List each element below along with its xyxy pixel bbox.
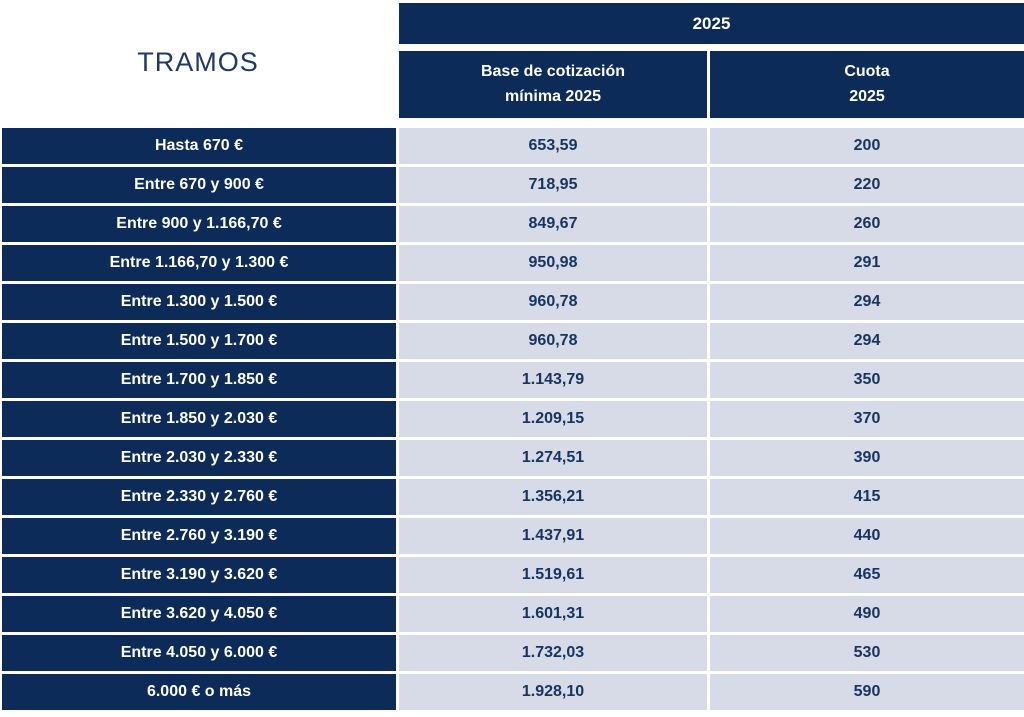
table-row: Entre 670 y 900 € 718,95 220 [0,167,1024,203]
base-cell: 1.274,51 [399,440,707,476]
tramo-cell: Hasta 670 € [2,128,396,164]
cuota-cell: 415 [710,479,1024,515]
cuota-cell: 200 [710,128,1024,164]
cuota-cell: 294 [710,284,1024,320]
tramo-cell: Entre 4.050 y 6.000 € [2,635,396,671]
cuota-cell: 291 [710,245,1024,281]
tramo-cell: Entre 1.850 y 2.030 € [2,401,396,437]
base-cell: 1.143,79 [399,362,707,398]
table-row: Entre 2.030 y 2.330 € 1.274,51 390 [0,440,1024,476]
tramo-cell: 6.000 € o más [2,674,396,710]
cuota-cell: 350 [710,362,1024,398]
tramo-cell: Entre 1.500 y 1.700 € [2,323,396,359]
tramo-cell: Entre 1.700 y 1.850 € [2,362,396,398]
base-cell: 960,78 [399,323,707,359]
base-cell: 1.601,31 [399,596,707,632]
tramo-cell: Entre 2.330 y 2.760 € [2,479,396,515]
cuota-cell: 465 [710,557,1024,593]
cuota-cell: 490 [710,596,1024,632]
base-cell: 1.437,91 [399,518,707,554]
cuota-column-header-line1: Cuota [844,62,890,80]
base-cell: 849,67 [399,206,707,242]
cuota-cell: 390 [710,440,1024,476]
cuota-cell: 590 [710,674,1024,710]
table-row: Entre 4.050 y 6.000 € 1.732,03 530 [0,635,1024,671]
tramo-cell: Entre 2.760 y 3.190 € [2,518,396,554]
base-cell: 718,95 [399,167,707,203]
table-body: Hasta 670 € 653,59 200 Entre 670 y 900 €… [0,128,1024,710]
cuota-cell: 530 [710,635,1024,671]
tramo-cell: Entre 3.190 y 3.620 € [2,557,396,593]
table-row: Entre 1.166,70 y 1.300 € 950,98 291 [0,245,1024,281]
table-row: Entre 2.760 y 3.190 € 1.437,91 440 [0,518,1024,554]
table-row: Entre 3.620 y 4.050 € 1.601,31 490 [0,596,1024,632]
base-cell: 960,78 [399,284,707,320]
cuota-cell: 220 [710,167,1024,203]
base-cell: 1.356,21 [399,479,707,515]
tramos-column-title: TRAMOS [137,46,259,77]
table-row: Entre 3.190 y 3.620 € 1.519,61 465 [0,557,1024,593]
base-cell: 950,98 [399,245,707,281]
table-row: Entre 2.330 y 2.760 € 1.356,21 415 [0,479,1024,515]
cuota-cell: 260 [710,206,1024,242]
base-cell: 1.209,15 [399,401,707,437]
tramo-cell: Entre 1.300 y 1.500 € [2,284,396,320]
table-row: Entre 1.500 y 1.700 € 960,78 294 [0,323,1024,359]
table-row: Hasta 670 € 653,59 200 [0,128,1024,164]
cuota-column-header: Cuota 2025 [710,51,1024,118]
table-row: Entre 1.700 y 1.850 € 1.143,79 350 [0,362,1024,398]
cuota-cell: 440 [710,518,1024,554]
year-header: 2025 [399,3,1024,44]
cuota-cell: 294 [710,323,1024,359]
tramo-cell: Entre 2.030 y 2.330 € [2,440,396,476]
tramo-cell: Entre 670 y 900 € [2,167,396,203]
table-row: Entre 1.300 y 1.500 € 960,78 294 [0,284,1024,320]
base-column-header-line1: Base de cotización [480,62,626,80]
tramo-cell: Entre 3.620 y 4.050 € [2,596,396,632]
cuota-column-header-line2: 2025 [849,87,885,105]
base-column-header: Base de cotización mínima 2025 [399,51,707,118]
table-row: 6.000 € o más 1.928,10 590 [0,674,1024,710]
base-cell: 1.519,61 [399,557,707,593]
table-row: Entre 1.850 y 2.030 € 1.209,15 370 [0,401,1024,437]
tramo-cell: Entre 1.166,70 y 1.300 € [2,245,396,281]
cuota-cell: 370 [710,401,1024,437]
base-column-header-line2: mínima 2025 [504,87,602,105]
base-cell: 1.928,10 [399,674,707,710]
tramo-cell: Entre 900 y 1.166,70 € [2,206,396,242]
base-cell: 1.732,03 [399,635,707,671]
table-row: Entre 900 y 1.166,70 € 849,67 260 [0,206,1024,242]
base-cell: 653,59 [399,128,707,164]
